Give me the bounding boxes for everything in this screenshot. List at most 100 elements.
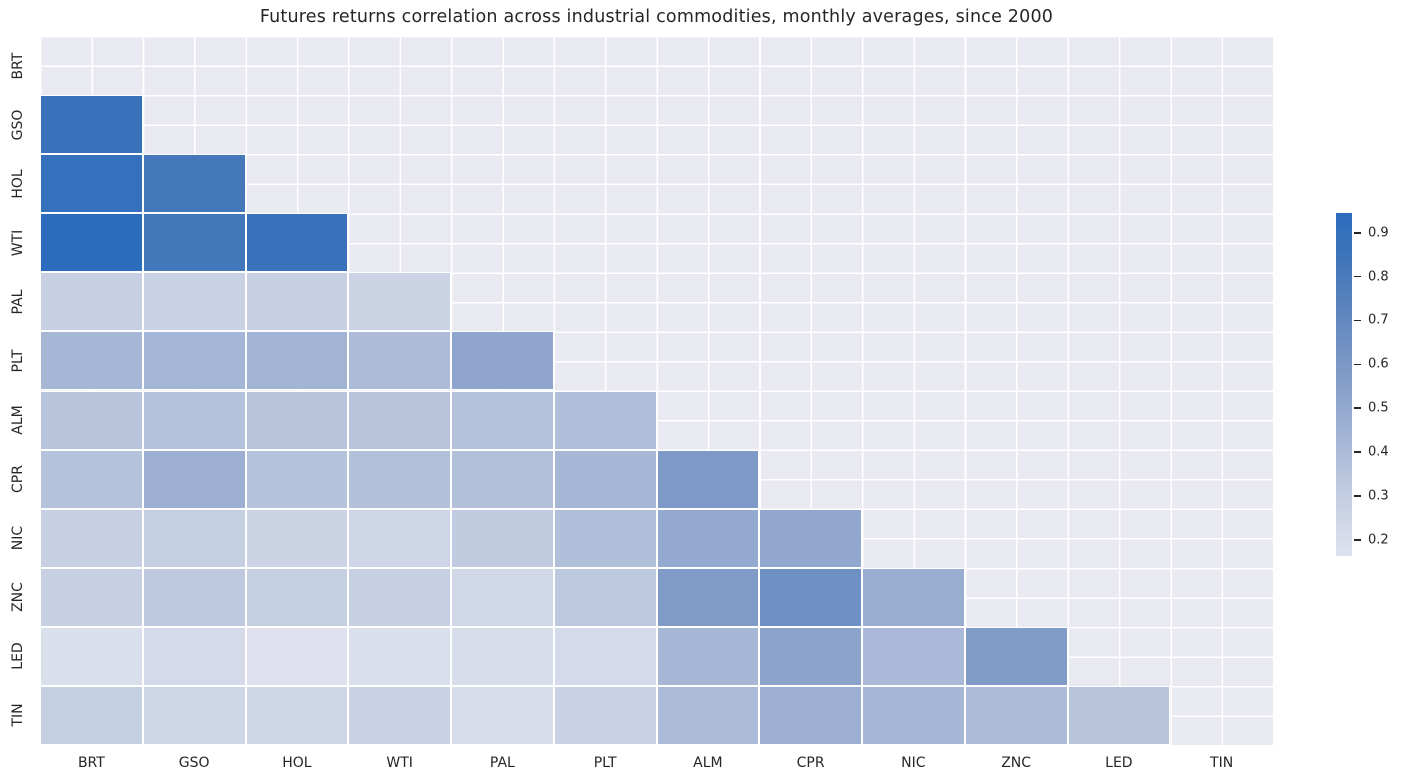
x-tick-label-PLT: PLT bbox=[593, 755, 617, 771]
heatmap-cell-LED-CPR bbox=[759, 626, 862, 686]
heatmap-cell-GSO-BRT bbox=[40, 95, 143, 155]
heatmap-cell-PAL-WTI bbox=[348, 272, 451, 332]
y-tick-label-BRT: BRT bbox=[10, 52, 26, 79]
heatmap-cell-LED-ZNC bbox=[964, 626, 1068, 686]
heatmap-cell-TIN-CPR bbox=[759, 685, 862, 745]
heatmap-cell-TIN-NIC bbox=[862, 685, 965, 745]
x-tick-label-NIC: NIC bbox=[901, 755, 926, 771]
y-tick-label-PLT: PLT bbox=[10, 349, 26, 373]
heatmap-cell-NIC-PLT bbox=[553, 508, 657, 568]
heatmap-cell-ALM-PAL bbox=[451, 390, 554, 450]
heatmap-cell-CPR-BRT bbox=[40, 449, 143, 509]
colorbar-tick-mark bbox=[1354, 407, 1361, 409]
colorbar-tick-label-0.4: 0.4 bbox=[1368, 444, 1389, 460]
heatmap-cell-TIN-WTI bbox=[348, 685, 451, 745]
y-tick-label-LED: LED bbox=[10, 642, 26, 671]
x-tick-label-ALM: ALM bbox=[693, 755, 723, 771]
x-tick-label-BRT: BRT bbox=[77, 755, 105, 771]
colorbar bbox=[1336, 213, 1352, 556]
heatmap-cell-ALM-BRT bbox=[40, 390, 143, 450]
heatmap-cell-ZNC-GSO bbox=[142, 567, 246, 627]
heatmap-cell-WTI-BRT bbox=[40, 213, 143, 273]
heatmap-cell-PLT-GSO bbox=[142, 331, 246, 391]
heatmap-cell-LED-HOL bbox=[245, 626, 349, 686]
colorbar-tick-mark bbox=[1354, 231, 1361, 234]
chart-title: Futures returns correlation across indus… bbox=[259, 7, 1054, 27]
colorbar-tick-mark bbox=[1354, 495, 1361, 497]
heatmap-axes bbox=[40, 36, 1273, 745]
heatmap-cell-ZNC-PAL bbox=[451, 567, 554, 627]
heatmap-cell-LED-NIC bbox=[862, 626, 965, 686]
x-tick-label-LED: LED bbox=[1105, 755, 1133, 771]
colorbar-tick-mark bbox=[1354, 319, 1361, 322]
heatmap-cell-TIN-HOL bbox=[245, 685, 349, 745]
heatmap-cell-NIC-ALM bbox=[656, 508, 760, 568]
heatmap-cell-CPR-PLT bbox=[553, 449, 657, 509]
heatmap-cell-NIC-PAL bbox=[451, 508, 554, 568]
heatmap-cell-TIN-PAL bbox=[451, 685, 554, 745]
heatmap-cell-NIC-BRT bbox=[40, 508, 143, 568]
colorbar-tick-mark bbox=[1354, 451, 1361, 453]
heatmap-cell-HOL-GSO bbox=[142, 154, 246, 214]
heatmap-cell-ALM-PLT bbox=[553, 390, 657, 450]
heatmap-cell-PLT-HOL bbox=[245, 331, 349, 391]
heatmap-cell-TIN-ALM bbox=[656, 685, 760, 745]
x-tick-label-CPR: CPR bbox=[796, 755, 825, 771]
heatmap-cell-NIC-CPR bbox=[759, 508, 862, 568]
heatmap-cell-WTI-GSO bbox=[142, 213, 246, 273]
heatmap-cell-HOL-BRT bbox=[40, 154, 143, 214]
heatmap-cell-LED-WTI bbox=[348, 626, 451, 686]
heatmap-cell-LED-GSO bbox=[142, 626, 246, 686]
heatmap-cell-ALM-GSO bbox=[142, 390, 246, 450]
heatmap-cell-PLT-PAL bbox=[451, 331, 554, 391]
heatmap-cell-LED-PAL bbox=[451, 626, 554, 686]
heatmap-cell-CPR-ALM bbox=[656, 449, 760, 509]
heatmap-cell-ZNC-BRT bbox=[40, 567, 143, 627]
heatmap-cell-CPR-HOL bbox=[245, 449, 349, 509]
y-tick-label-GSO: GSO bbox=[10, 109, 26, 141]
colorbar-tick-mark bbox=[1354, 275, 1361, 278]
colorbar-tick-label-0.2: 0.2 bbox=[1368, 532, 1389, 548]
heatmap-cell-LED-ALM bbox=[656, 626, 760, 686]
heatmap-cell-TIN-GSO bbox=[142, 685, 246, 745]
heatmap-cell-ZNC-ALM bbox=[656, 567, 760, 627]
heatmap-cell-NIC-WTI bbox=[348, 508, 451, 568]
heatmap-cell-ZNC-NIC bbox=[862, 567, 965, 627]
colorbar-tick-label-0.3: 0.3 bbox=[1368, 488, 1389, 504]
y-tick-label-HOL: HOL bbox=[10, 169, 26, 199]
colorbar-tick-label-0.5: 0.5 bbox=[1368, 400, 1389, 416]
colorbar-tick-label-0.9: 0.9 bbox=[1368, 225, 1389, 241]
heatmap-cell-PLT-WTI bbox=[348, 331, 451, 391]
y-tick-label-CPR: CPR bbox=[10, 465, 26, 494]
heatmap-cell-NIC-GSO bbox=[142, 508, 246, 568]
x-tick-label-TIN: TIN bbox=[1210, 755, 1234, 771]
x-tick-label-GSO: GSO bbox=[178, 755, 210, 771]
heatmap-cell-PLT-BRT bbox=[40, 331, 143, 391]
heatmap-cell-TIN-ZNC bbox=[964, 685, 1068, 745]
y-tick-label-ZNC: ZNC bbox=[10, 582, 26, 613]
y-tick-label-PAL: PAL bbox=[10, 289, 26, 315]
y-tick-label-ALM: ALM bbox=[10, 405, 26, 435]
heatmap-cell-PAL-HOL bbox=[245, 272, 349, 332]
heatmap-cell-NIC-HOL bbox=[245, 508, 349, 568]
colorbar-tick-mark bbox=[1354, 538, 1361, 541]
x-tick-label-ZNC: ZNC bbox=[1001, 755, 1032, 771]
y-tick-label-TIN: TIN bbox=[10, 703, 26, 728]
colorbar-tick-mark bbox=[1354, 363, 1361, 366]
heatmap-cell-WTI-HOL bbox=[245, 213, 349, 273]
heatmap-cell-TIN-LED bbox=[1067, 685, 1171, 745]
heatmap-cell-ALM-HOL bbox=[245, 390, 349, 450]
y-tick-label-WTI: WTI bbox=[10, 229, 26, 257]
colorbar-tick-label-0.6: 0.6 bbox=[1368, 356, 1389, 372]
heatmap-cell-ZNC-HOL bbox=[245, 567, 349, 627]
heatmap-cell-TIN-PLT bbox=[553, 685, 657, 745]
x-tick-label-WTI: WTI bbox=[386, 755, 413, 771]
heatmap-cell-LED-PLT bbox=[553, 626, 657, 686]
heatmap-cell-CPR-GSO bbox=[142, 449, 246, 509]
colorbar-tick-label-0.7: 0.7 bbox=[1368, 312, 1389, 328]
heatmap-cell-CPR-PAL bbox=[451, 449, 554, 509]
colorbar-tick-label-0.8: 0.8 bbox=[1368, 269, 1389, 285]
colorbar-gradient bbox=[1336, 213, 1352, 556]
heatmap-cell-TIN-BRT bbox=[40, 685, 143, 745]
